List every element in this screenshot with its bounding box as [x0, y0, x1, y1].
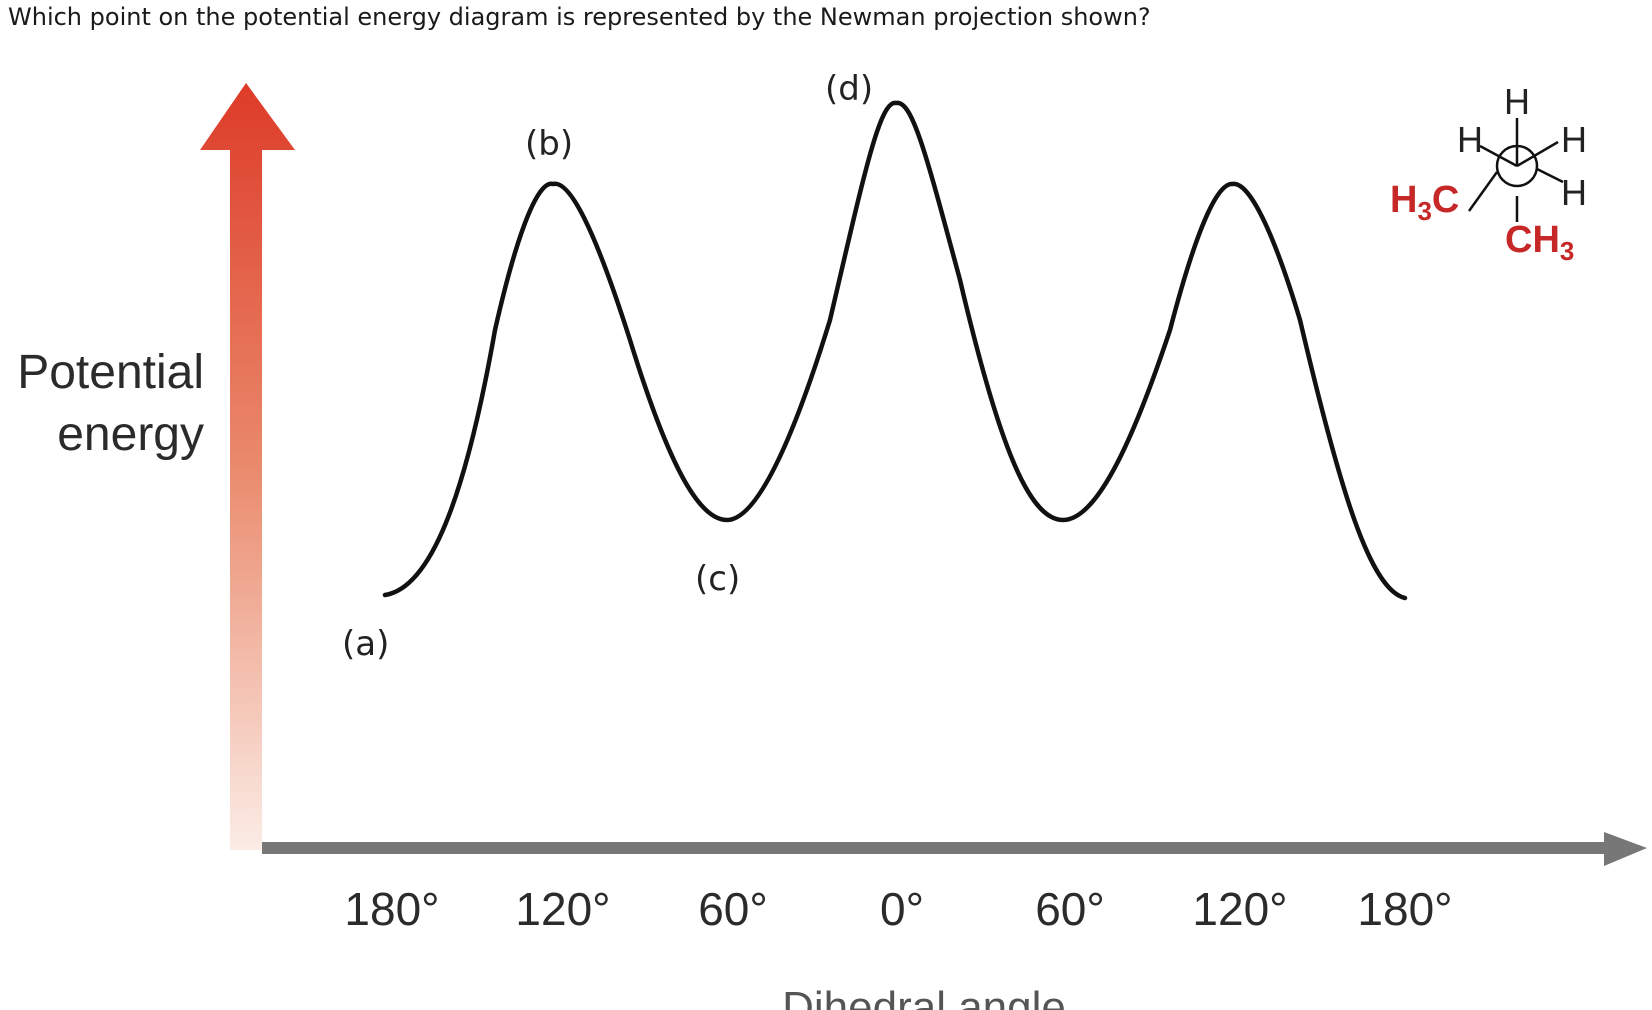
energy-curve: [382, 100, 1408, 601]
y-axis-arrow: [200, 83, 295, 850]
point-label-b: (b): [525, 124, 573, 164]
x-axis-arrowhead: [1604, 832, 1647, 866]
newman-left-methyl: H3C: [1390, 179, 1459, 226]
newman-projection: H H H H H3C CH3: [1390, 81, 1587, 266]
x-tick-label: 0°: [880, 883, 924, 935]
x-tick-label: 180°: [344, 883, 439, 935]
x-axis-label: Dihedral angle: [782, 983, 1066, 1010]
newman-back-right-h: H: [1561, 172, 1587, 213]
y-axis-label-energy: energy: [57, 408, 204, 461]
y-axis-label-potential: Potential: [17, 346, 204, 399]
x-tick-label: 60°: [1035, 883, 1105, 935]
newman-front-right-h: H: [1561, 119, 1587, 160]
question-text: Which point on the potential energy diag…: [8, 3, 1151, 31]
x-tick-label: 120°: [1192, 883, 1287, 935]
newman-front-left-h: H: [1457, 119, 1483, 160]
newman-bottom-methyl: CH3: [1505, 219, 1574, 266]
point-label-a: (a): [342, 624, 389, 664]
point-label-c: (c): [695, 559, 740, 599]
x-tick-label: 180°: [1357, 883, 1452, 935]
point-label-d: (d): [825, 69, 873, 109]
newman-front-top-h: H: [1504, 81, 1530, 122]
x-tick-label: 120°: [515, 883, 610, 935]
x-tick-label: 60°: [698, 883, 768, 935]
